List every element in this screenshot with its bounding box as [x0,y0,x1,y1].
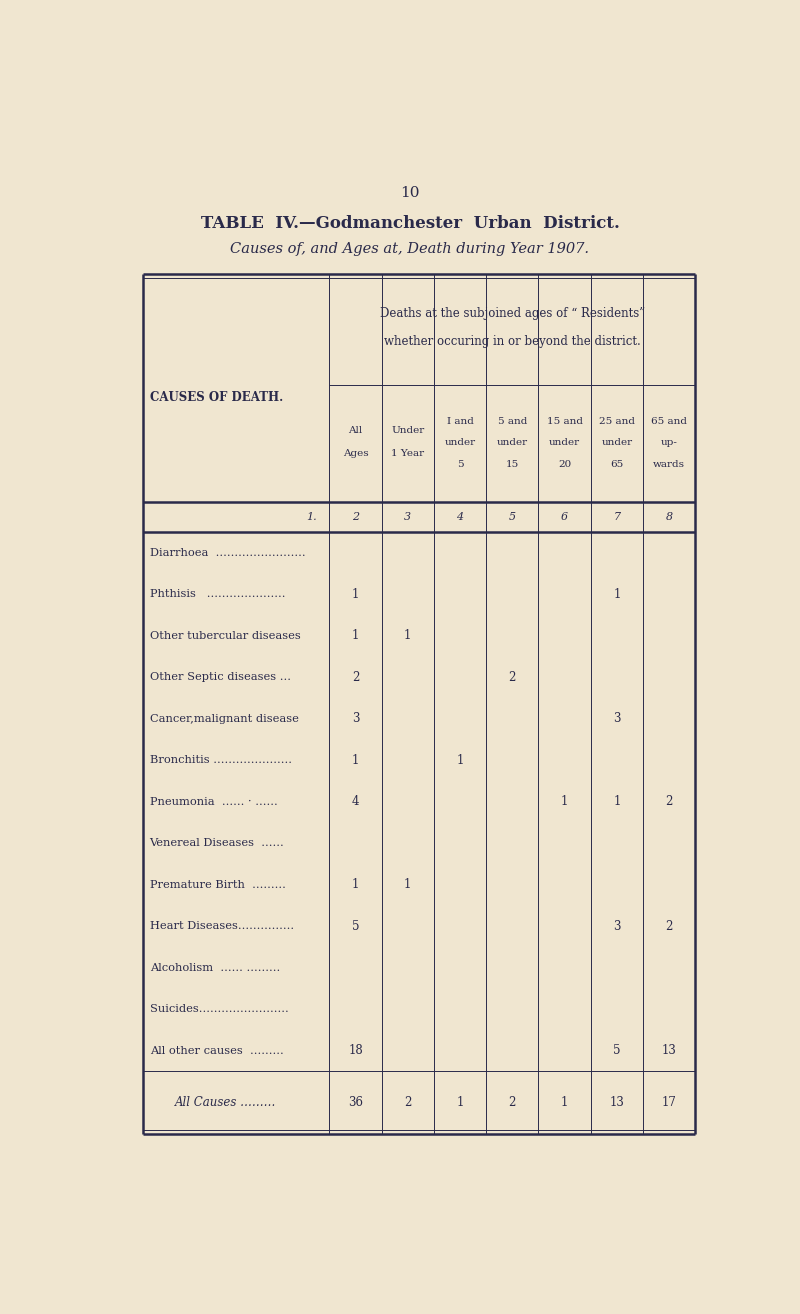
Text: 17: 17 [662,1096,677,1109]
Text: Suicides……………………: Suicides…………………… [150,1004,288,1014]
Text: up-: up- [661,438,678,447]
Text: Causes of, and Ages at, Death during Year 1907.: Causes of, and Ages at, Death during Yea… [230,242,590,256]
Text: Other tubercular diseases: Other tubercular diseases [150,631,300,641]
Text: 1: 1 [352,629,359,643]
Text: All: All [349,426,362,435]
Text: 8: 8 [666,512,673,522]
Text: 13: 13 [662,1045,677,1056]
Text: 3: 3 [352,712,359,725]
Text: 2: 2 [404,1096,411,1109]
Text: 20: 20 [558,460,571,469]
Text: Ages: Ages [342,449,368,459]
Text: CAUSES OF DEATH.: CAUSES OF DEATH. [150,392,283,405]
Text: 2: 2 [509,1096,516,1109]
Text: Deaths at the subjoined ages of “ Residents”: Deaths at the subjoined ages of “ Reside… [380,307,645,321]
Text: Other Septic diseases …: Other Septic diseases … [150,673,290,682]
Text: 5: 5 [352,920,359,933]
Text: 25 and: 25 and [599,417,635,426]
Text: 1: 1 [404,629,411,643]
Text: 1: 1 [352,587,359,600]
Text: Cancer,malignant disease: Cancer,malignant disease [150,714,298,724]
Text: 2: 2 [666,920,673,933]
Text: 15 and: 15 and [546,417,582,426]
Text: 15: 15 [506,460,519,469]
Text: Phthisis   …………………: Phthisis ………………… [150,589,285,599]
Text: 5: 5 [509,512,516,522]
Text: wards: wards [653,460,685,469]
Text: 2: 2 [509,670,516,683]
Text: 1 Year: 1 Year [391,449,424,459]
Text: 13: 13 [610,1096,624,1109]
Text: I and: I and [446,417,474,426]
Text: 1: 1 [613,795,621,808]
Text: under: under [497,438,528,447]
Text: 6: 6 [561,512,568,522]
Text: 1.: 1. [306,512,317,522]
Text: All other causes  ………: All other causes ……… [150,1046,283,1055]
Text: 4: 4 [457,512,464,522]
Text: under: under [445,438,476,447]
Text: Diarrhoea  ……………………: Diarrhoea …………………… [150,548,306,557]
Text: All Causes ………: All Causes ……… [174,1096,276,1109]
Text: Pneumonia  …… · ……: Pneumonia …… · …… [150,796,278,807]
Text: 5: 5 [613,1045,621,1056]
Text: Bronchitis …………………: Bronchitis ………………… [150,756,292,765]
Text: 1: 1 [561,1096,568,1109]
Text: under: under [549,438,580,447]
Text: 18: 18 [348,1045,363,1056]
Text: Under: Under [391,426,425,435]
Text: 5 and: 5 and [498,417,527,426]
Text: Venereal Diseases  ……: Venereal Diseases …… [150,838,284,848]
Text: 65 and: 65 and [651,417,687,426]
Text: whether occuring in or beyond the district.: whether occuring in or beyond the distri… [384,335,641,348]
Text: 10: 10 [400,187,420,200]
Text: TABLE  IV.—Godmanchester  Urban  District.: TABLE IV.—Godmanchester Urban District. [201,215,619,233]
Text: 3: 3 [404,512,411,522]
Text: 7: 7 [614,512,620,522]
Text: 36: 36 [348,1096,363,1109]
Text: 1: 1 [613,587,621,600]
Text: 2: 2 [666,795,673,808]
Text: 1: 1 [352,878,359,891]
Text: 5: 5 [457,460,463,469]
Text: 4: 4 [352,795,359,808]
Text: Alcoholism  …… ………: Alcoholism …… ……… [150,963,280,972]
Text: 1: 1 [456,754,464,766]
Text: Heart Diseases……………: Heart Diseases…………… [150,921,294,932]
Text: 65: 65 [610,460,623,469]
Text: under: under [602,438,632,447]
Text: Premature Birth  ………: Premature Birth ……… [150,879,286,890]
Text: 2: 2 [352,512,359,522]
Text: 1: 1 [456,1096,464,1109]
Text: 1: 1 [352,754,359,766]
Text: 2: 2 [352,670,359,683]
Text: 3: 3 [613,712,621,725]
Text: 3: 3 [613,920,621,933]
Text: 1: 1 [561,795,568,808]
Text: 1: 1 [404,878,411,891]
